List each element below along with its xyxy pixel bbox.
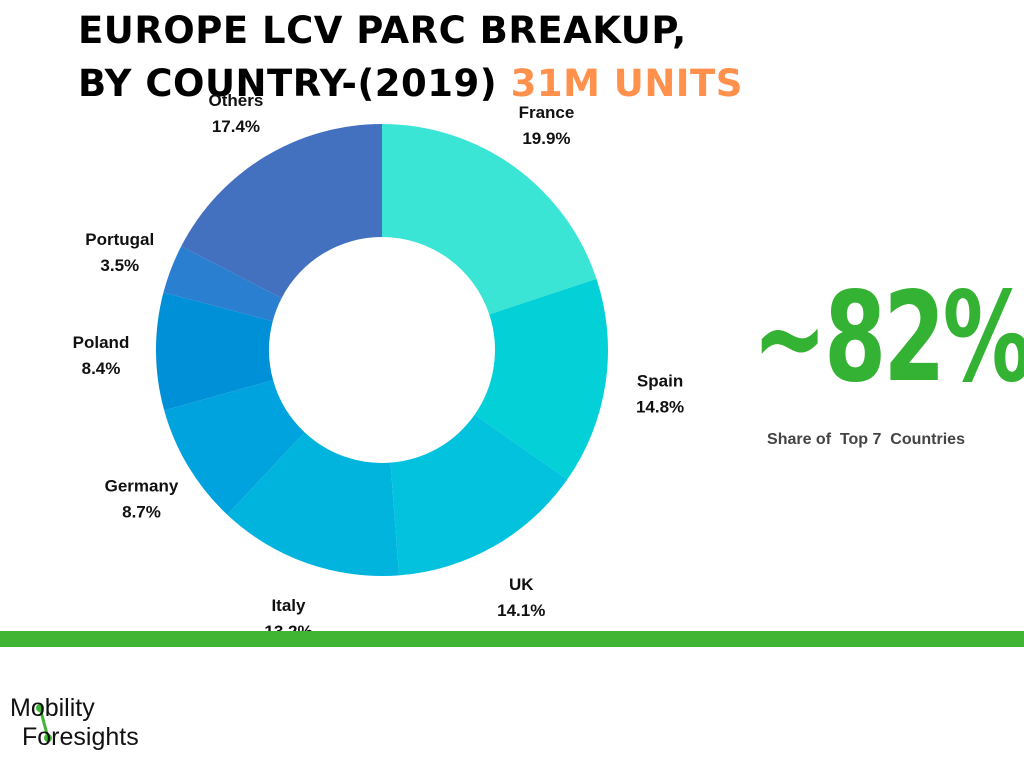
slice-value-france: 19.9% bbox=[522, 129, 570, 148]
logo-mark-icon bbox=[36, 704, 52, 742]
slice-label-france: France bbox=[519, 103, 575, 122]
slice-label-spain: Spain bbox=[637, 371, 683, 390]
slice-value-spain: 14.8% bbox=[636, 397, 684, 416]
slice-label-germany: Germany bbox=[105, 476, 179, 495]
slice-label-italy: Italy bbox=[271, 596, 306, 615]
logo-line-1: Mobility bbox=[10, 694, 95, 722]
slice-value-germany: 8.7% bbox=[122, 502, 161, 521]
chart-title: EUROPE LCV PARC BREAKUP, BY COUNTRY-(2019… bbox=[78, 4, 743, 110]
title-accent: 31M UNITS bbox=[510, 62, 743, 105]
slice-spain bbox=[474, 278, 608, 480]
slice-value-uk: 14.1% bbox=[497, 601, 545, 620]
slice-poland bbox=[155, 292, 274, 411]
slice-value-portugal: 3.5% bbox=[100, 256, 139, 275]
mobility-foresights-logo: Mobility Foresights bbox=[10, 694, 180, 758]
top7-share-caption: Share of Top 7 Countries bbox=[767, 431, 965, 448]
donut-labels: France19.9%Spain14.8%UK14.1%Italy13.2%Ge… bbox=[73, 91, 685, 641]
title-line-1: EUROPE LCV PARC BREAKUP, bbox=[78, 9, 687, 52]
slice-germany bbox=[164, 380, 305, 515]
slice-value-poland: 8.4% bbox=[82, 359, 121, 378]
title-line-2: BY COUNTRY-(2019) bbox=[78, 62, 511, 105]
slice-label-portugal: Portugal bbox=[85, 230, 154, 249]
slice-value-others: 17.4% bbox=[212, 117, 260, 136]
slice-others bbox=[181, 124, 382, 299]
slice-label-poland: Poland bbox=[73, 333, 130, 352]
slice-italy bbox=[227, 432, 400, 576]
top7-share-value: ~82% bbox=[752, 266, 1024, 410]
slice-label-uk: UK bbox=[509, 575, 534, 594]
logo-line-2: Foresights bbox=[22, 723, 139, 751]
green-divider-bar bbox=[0, 631, 1024, 647]
donut-slices bbox=[155, 124, 608, 576]
slice-label-others: Others bbox=[209, 91, 264, 110]
slice-portugal bbox=[163, 246, 282, 322]
slice-france bbox=[382, 124, 597, 315]
slice-uk bbox=[390, 414, 568, 576]
